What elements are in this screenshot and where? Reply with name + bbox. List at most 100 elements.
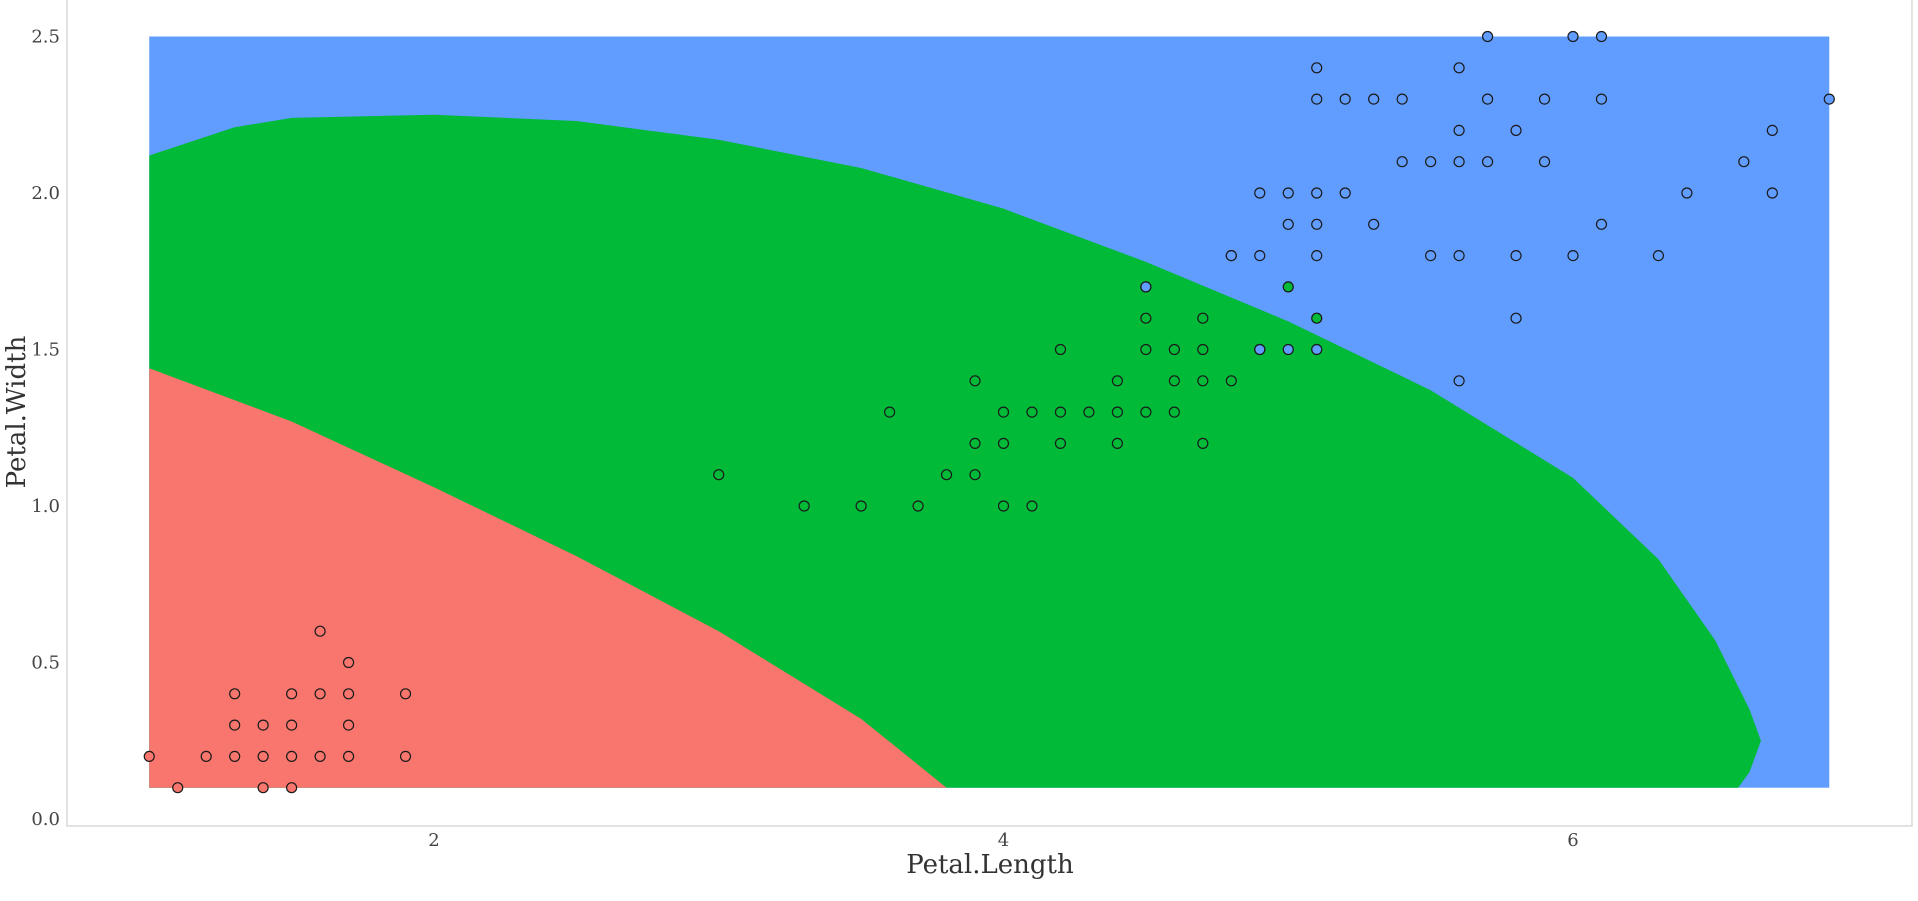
point-setosa xyxy=(314,688,326,700)
point-versicolor xyxy=(912,500,924,512)
x-axis-ticks: 2 4 6 xyxy=(428,830,1578,851)
y-axis-title: Petal.Width xyxy=(2,335,32,488)
point-versicolor xyxy=(1311,312,1323,324)
point-versicolor xyxy=(1197,343,1209,356)
point-setosa xyxy=(286,719,298,731)
point-versicolor xyxy=(940,469,953,481)
point-virginica xyxy=(1766,187,1778,199)
point-virginica xyxy=(1368,93,1380,105)
x-tick-label: 6 xyxy=(1567,830,1578,851)
point-virginica xyxy=(1140,281,1152,293)
point-setosa xyxy=(229,719,241,731)
point-versicolor xyxy=(1197,312,1209,324)
point-setosa xyxy=(342,656,355,669)
point-setosa xyxy=(257,750,269,763)
y-tick-label: 1.0 xyxy=(31,496,60,517)
point-setosa xyxy=(286,688,298,700)
point-virginica xyxy=(1396,93,1408,105)
point-virginica xyxy=(1254,343,1266,356)
y-tick-label: 2.0 xyxy=(31,183,60,204)
point-versicolor xyxy=(1111,375,1124,387)
point-virginica xyxy=(1225,250,1237,262)
point-versicolor xyxy=(1140,312,1152,324)
point-virginica xyxy=(1567,250,1579,262)
x-tick-label: 2 xyxy=(428,830,439,851)
point-virginica xyxy=(1510,312,1522,324)
point-versicolor xyxy=(1197,437,1209,449)
point-virginica xyxy=(1595,93,1608,105)
point-virginica xyxy=(1481,30,1494,43)
point-versicolor xyxy=(969,469,981,481)
y-tick-label: 0.5 xyxy=(31,653,60,674)
point-setosa xyxy=(342,688,355,700)
point-versicolor xyxy=(855,500,867,512)
y-tick-label: 1.5 xyxy=(31,340,60,361)
point-setosa xyxy=(314,625,326,637)
point-setosa xyxy=(229,688,241,700)
point-versicolor xyxy=(713,469,725,481)
point-virginica xyxy=(1453,156,1465,168)
point-versicolor xyxy=(1083,406,1095,418)
point-versicolor xyxy=(1111,406,1124,418)
point-virginica xyxy=(1766,124,1778,136)
x-axis-title: Petal.Length xyxy=(906,850,1074,880)
point-virginica xyxy=(1681,187,1693,199)
point-versicolor xyxy=(1026,406,1038,418)
point-virginica xyxy=(1282,187,1294,199)
point-virginica xyxy=(1738,156,1750,168)
point-versicolor xyxy=(883,406,896,418)
point-virginica xyxy=(1425,156,1437,168)
x-tick-label: 4 xyxy=(998,830,1009,851)
point-versicolor xyxy=(997,500,1010,512)
point-versicolor xyxy=(798,500,810,512)
point-virginica xyxy=(1453,124,1465,136)
point-virginica xyxy=(1481,156,1494,168)
point-setosa xyxy=(286,750,298,763)
point-virginica xyxy=(1282,218,1294,230)
point-versicolor xyxy=(1111,437,1124,449)
point-virginica xyxy=(1396,156,1408,168)
point-virginica xyxy=(1823,93,1835,105)
point-versicolor xyxy=(1054,406,1067,418)
point-versicolor xyxy=(997,406,1010,418)
plot-panel-border xyxy=(66,0,1913,827)
point-setosa xyxy=(229,750,241,763)
point-versicolor xyxy=(969,375,981,387)
point-setosa xyxy=(342,719,355,731)
point-setosa xyxy=(399,688,412,700)
point-versicolor xyxy=(1282,281,1294,293)
point-setosa xyxy=(172,782,184,794)
point-versicolor xyxy=(969,437,981,449)
point-setosa xyxy=(257,782,269,794)
point-versicolor xyxy=(1168,406,1180,418)
point-setosa xyxy=(200,750,212,763)
point-virginica xyxy=(1311,250,1323,262)
point-virginica xyxy=(1453,375,1465,387)
point-virginica xyxy=(1311,187,1323,199)
point-setosa xyxy=(143,750,155,763)
point-versicolor xyxy=(1225,375,1237,387)
point-virginica xyxy=(1453,250,1465,262)
point-versicolor xyxy=(1168,343,1180,356)
point-versicolor xyxy=(1140,343,1152,356)
y-tick-label: 0.0 xyxy=(31,809,60,830)
point-versicolor xyxy=(1197,375,1209,387)
decision-regions xyxy=(149,36,1830,788)
y-tick-label: 2.5 xyxy=(31,27,60,48)
point-setosa xyxy=(314,750,326,763)
point-virginica xyxy=(1595,218,1608,230)
point-versicolor xyxy=(1168,375,1180,387)
point-versicolor xyxy=(1140,406,1152,418)
point-virginica xyxy=(1339,187,1351,199)
point-virginica xyxy=(1254,250,1266,262)
point-setosa xyxy=(257,719,269,731)
point-virginica xyxy=(1339,93,1351,105)
point-virginica xyxy=(1311,93,1323,105)
point-virginica xyxy=(1311,62,1323,74)
point-versicolor xyxy=(1054,437,1067,449)
point-virginica xyxy=(1510,124,1522,136)
point-setosa xyxy=(286,782,298,794)
point-virginica xyxy=(1282,343,1294,356)
point-versicolor xyxy=(1054,343,1067,356)
